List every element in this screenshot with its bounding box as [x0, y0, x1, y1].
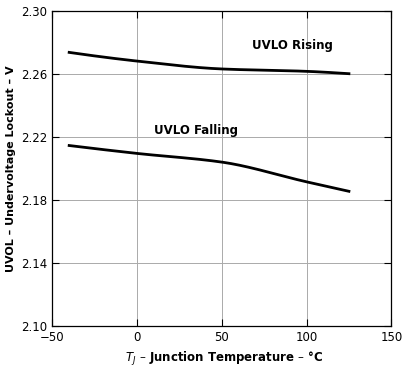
Text: UVLO Falling: UVLO Falling — [154, 124, 238, 137]
Text: $T_J$ – Junction Temperature – °C: $T_J$ – Junction Temperature – °C — [125, 350, 324, 368]
Y-axis label: UVOL – Undervoltage Lockout – V: UVOL – Undervoltage Lockout – V — [6, 65, 16, 272]
Text: UVLO Rising: UVLO Rising — [252, 39, 333, 52]
